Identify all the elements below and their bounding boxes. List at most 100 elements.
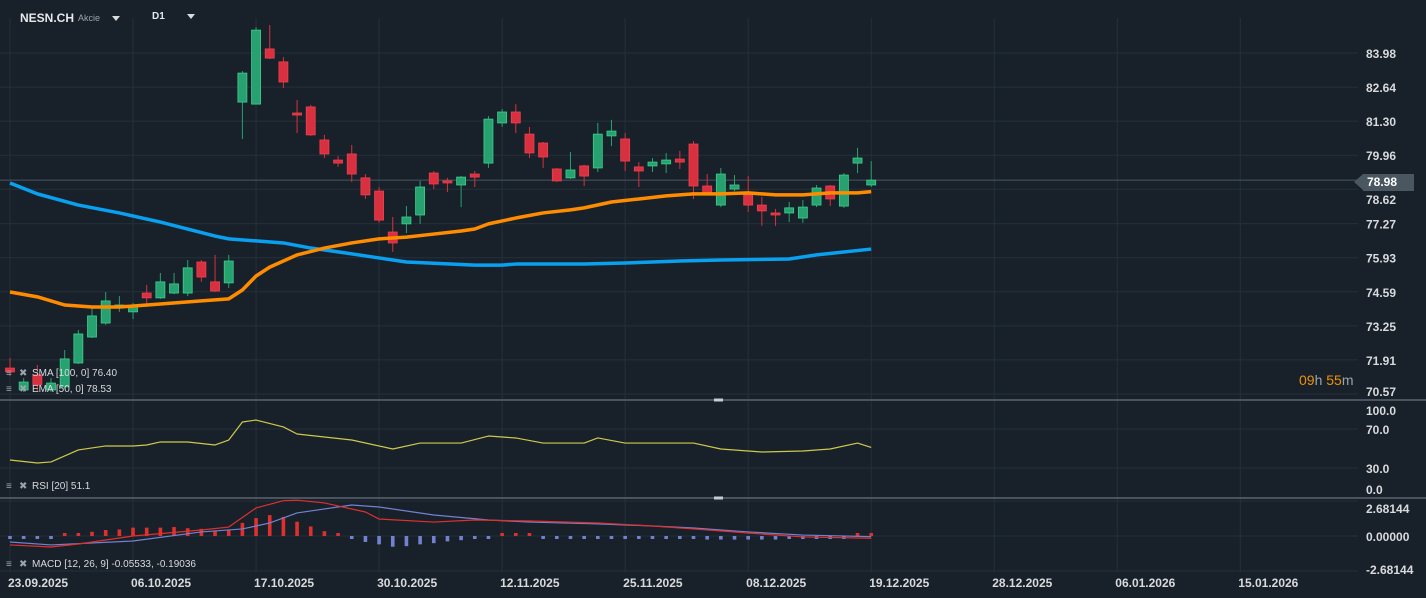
- candle-up: [838, 174, 849, 207]
- menu-lines-icon[interactable]: ≡: [6, 384, 12, 395]
- price-tick-label: 82.64: [1366, 81, 1396, 95]
- macd-histogram-bar: [691, 536, 696, 539]
- candle-up: [169, 283, 179, 294]
- candle-down: [510, 111, 521, 124]
- macd-histogram-bar: [500, 533, 504, 536]
- legend-rsi: ≡ ✖ RSI [20] 51.1: [6, 481, 90, 493]
- macd-histogram-bar: [295, 521, 299, 536]
- macd-histogram-bar: [623, 536, 627, 539]
- date-tick-label: 12.11.2025: [500, 576, 560, 590]
- candle-up: [606, 130, 617, 137]
- macd-signal-line: [9, 499, 872, 548]
- candle-down: [333, 159, 343, 164]
- countdown-hours: 09: [1299, 372, 1315, 388]
- macd-histogram-bar: [35, 536, 40, 539]
- candle-up: [100, 300, 111, 324]
- close-icon[interactable]: ✖: [19, 481, 28, 492]
- macd-histogram-bar: [650, 536, 655, 539]
- candle-up: [784, 207, 795, 214]
- legend-rsi-text: RSI [20] 51.1: [32, 481, 91, 492]
- candle-down: [442, 180, 453, 184]
- macd-histogram-bar: [664, 536, 668, 539]
- axes: 83.98 82.64 81.30 79.96 78.62 77.27 75.93 74.59…: [8, 47, 1414, 590]
- macd-histogram-bar: [281, 516, 286, 536]
- close-icon[interactable]: ✖: [19, 559, 28, 570]
- candle-down: [360, 177, 371, 196]
- candle-up: [73, 333, 84, 364]
- asset-type-label: Akcie: [78, 13, 101, 23]
- close-icon[interactable]: ✖: [19, 384, 28, 395]
- rsi-tick-label: 30.0: [1366, 462, 1390, 476]
- rsi-tick-label: 0.0: [1366, 483, 1383, 497]
- menu-lines-icon[interactable]: ≡: [6, 481, 12, 492]
- macd-histogram-bar: [267, 515, 272, 536]
- timeframe-label: D1: [152, 11, 165, 22]
- macd-histogram-bar: [513, 533, 518, 536]
- macd-tick-label: 2.68144: [1366, 502, 1410, 516]
- macd-histogram-bar: [705, 536, 709, 540]
- candle-down: [551, 168, 562, 182]
- price-tick-label: 79.96: [1366, 149, 1396, 163]
- countdown-h: h: [1314, 372, 1323, 388]
- candle-up: [797, 206, 808, 219]
- countdown-m: m: [1341, 372, 1354, 388]
- menu-lines-icon[interactable]: ≡: [6, 368, 12, 379]
- candle-up: [18, 381, 29, 391]
- date-tick-label: 17.10.2025: [254, 576, 314, 590]
- date-tick-label: 28.12.2025: [992, 576, 1052, 590]
- candle-up: [661, 159, 672, 165]
- close-icon[interactable]: ✖: [19, 368, 28, 379]
- macd-histogram-bar: [117, 529, 122, 536]
- candle-up: [223, 260, 234, 284]
- candle-down: [292, 112, 302, 116]
- candle-up: [456, 176, 467, 186]
- countdown-minutes: 55: [1326, 372, 1342, 388]
- date-tick-label: 06.10.2025: [131, 576, 191, 590]
- candle-down: [374, 190, 384, 221]
- macd-histogram-bar: [459, 536, 463, 541]
- candle-down: [141, 292, 152, 299]
- candle-up: [811, 187, 822, 206]
- macd-histogram-bar: [8, 536, 12, 539]
- candle-down: [674, 158, 685, 163]
- candle-up: [415, 186, 426, 216]
- candle-up: [852, 157, 863, 164]
- candle-down: [264, 48, 275, 59]
- candle-down: [770, 212, 781, 216]
- macd-histogram-bar: [582, 536, 586, 539]
- price-tick-label: 78.62: [1366, 193, 1396, 207]
- menu-lines-icon[interactable]: ≡: [6, 559, 12, 570]
- macd-histogram-bar: [62, 533, 67, 536]
- macd-histogram-bar: [226, 530, 231, 536]
- candle-up: [565, 169, 576, 179]
- macd-histogram-bar: [377, 536, 381, 545]
- legend-ema: ≡ ✖ EMA [50, 0] 78.53: [6, 384, 112, 396]
- price-tick-label: 73.25: [1366, 320, 1396, 334]
- macd-histogram-bar: [760, 536, 764, 540]
- price-tick-label: 71.91: [1366, 354, 1396, 368]
- macd-histogram-bar: [308, 526, 313, 536]
- candle-up: [155, 281, 166, 299]
- timeframe-selector[interactable]: D1: [152, 11, 195, 22]
- macd-histogram-bar: [855, 533, 860, 536]
- macd-histogram-bar: [445, 536, 450, 542]
- macd-histogram-bar: [390, 536, 395, 547]
- macd-histogram-bar: [131, 527, 135, 536]
- symbol-selector[interactable]: NESN.CH Akcie: [20, 11, 121, 25]
- macd-histogram-bar: [144, 527, 149, 536]
- macd-histogram-bar: [609, 536, 614, 539]
- macd-histogram-bar: [732, 536, 737, 540]
- price-tick-label: 74.59: [1366, 286, 1396, 300]
- macd-histogram-bar: [185, 528, 190, 536]
- candle-down: [305, 106, 316, 136]
- candle-down: [633, 166, 644, 172]
- candle-down: [196, 261, 207, 278]
- macd-histogram-bar: [418, 536, 422, 545]
- date-tick-label: 08.12.2025: [746, 576, 806, 590]
- price-tick-label: 70.57: [1366, 385, 1396, 399]
- date-tick-label: 15.01.2026: [1238, 576, 1298, 590]
- candle-down: [538, 142, 549, 158]
- macd-histogram-bar: [637, 536, 641, 539]
- candle-up: [715, 173, 726, 206]
